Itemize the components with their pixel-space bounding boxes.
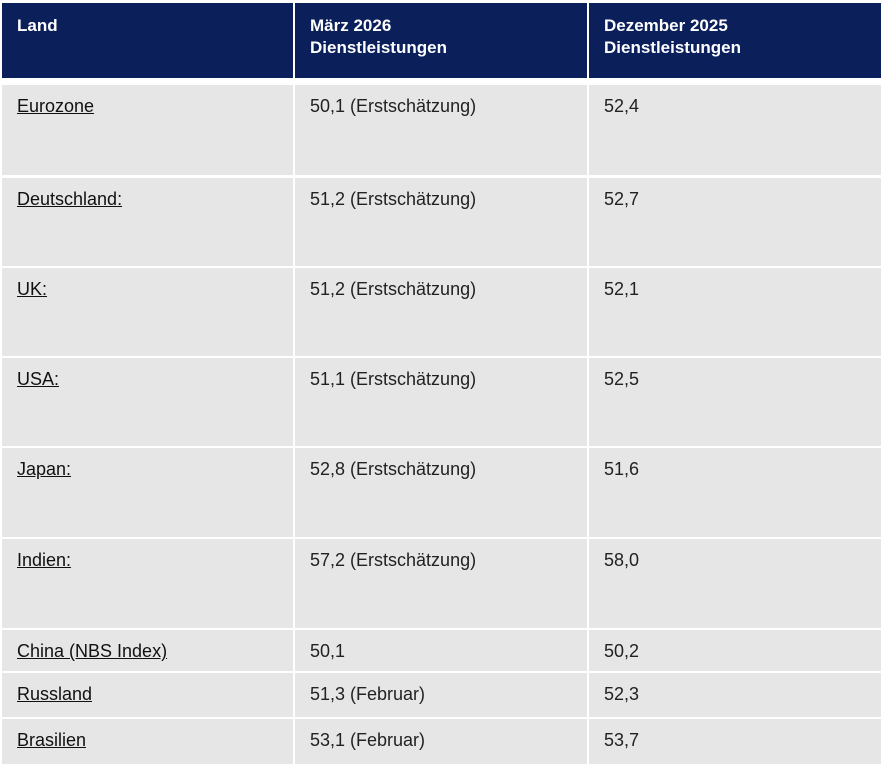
- value-cell: 50,1 (Erstschätzung): [295, 85, 587, 175]
- value-cell: 52,1: [589, 268, 881, 356]
- value-cell: 57,2 (Erstschätzung): [295, 539, 587, 628]
- value-cell: 52,3: [589, 673, 881, 717]
- header-cell: Land: [2, 3, 293, 78]
- value-cell: 50,1: [295, 630, 587, 671]
- country-link[interactable]: Russland: [2, 673, 293, 717]
- value-cell: 51,1 (Erstschätzung): [295, 358, 587, 446]
- value-cell: 58,0: [589, 539, 881, 628]
- country-link[interactable]: USA:: [2, 358, 293, 446]
- country-link[interactable]: Japan:: [2, 448, 293, 537]
- value-cell: 52,5: [589, 358, 881, 446]
- value-cell: 53,1 (Februar): [295, 719, 587, 764]
- value-cell: 50,2: [589, 630, 881, 671]
- header-cell: März 2026 Dienstleistungen: [295, 3, 587, 78]
- country-link[interactable]: Eurozone: [2, 85, 293, 175]
- value-cell: 52,7: [589, 178, 881, 266]
- value-cell: 52,8 (Erstschätzung): [295, 448, 587, 537]
- value-cell: 52,4: [589, 85, 881, 175]
- country-link[interactable]: Deutschland:: [2, 178, 293, 266]
- value-cell: 53,7: [589, 719, 881, 764]
- country-link[interactable]: China (NBS Index): [2, 630, 293, 671]
- header-cell: Dezember 2025 Dienstleistungen: [589, 3, 881, 78]
- value-cell: 51,2 (Erstschätzung): [295, 178, 587, 266]
- country-link[interactable]: UK:: [2, 268, 293, 356]
- value-cell: 51,2 (Erstschätzung): [295, 268, 587, 356]
- value-cell: 51,3 (Februar): [295, 673, 587, 717]
- value-cell: 51,6: [589, 448, 881, 537]
- country-link[interactable]: Indien:: [2, 539, 293, 628]
- country-link[interactable]: Brasilien: [2, 719, 293, 764]
